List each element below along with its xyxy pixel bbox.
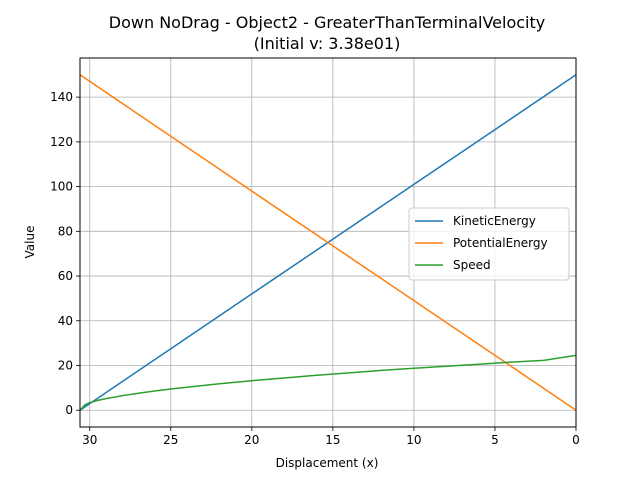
ticks: 30 25 20 15 10 5 0 0 20 40 60 80 100 120 140: [50, 90, 580, 447]
x-tick-label: 15: [325, 433, 340, 447]
x-tick-label: 10: [406, 433, 421, 447]
y-tick-label: 60: [58, 269, 73, 283]
y-tick-label: 20: [58, 359, 73, 373]
legend-label: KineticEnergy: [453, 214, 536, 228]
y-axis-label: Value: [23, 226, 37, 259]
series-line-kinetic-energy: [79, 74, 577, 411]
legend-box: [408, 207, 570, 281]
y-tick-label: 120: [50, 135, 73, 149]
y-tick-label: 80: [58, 224, 73, 238]
x-tick-label: 25: [163, 433, 178, 447]
x-axis-label: Displacement (x): [276, 456, 379, 470]
y-tick-label: 140: [50, 90, 73, 104]
chart-subtitle: (Initial v: 3.38e01): [254, 34, 401, 53]
chart-title: Down NoDrag - Object2 - GreaterThanTermi…: [109, 13, 545, 32]
y-tick-label: 40: [58, 314, 73, 328]
plot-frame: [79, 57, 577, 428]
x-tick-label: 30: [82, 433, 97, 447]
x-tick-label: 5: [491, 433, 499, 447]
legend: KineticEnergy PotentialEnergy Speed: [408, 207, 570, 281]
x-tick-label: 20: [244, 433, 259, 447]
legend-label: Speed: [453, 258, 491, 272]
x-tick-label: 0: [572, 433, 580, 447]
series-lines: [79, 74, 577, 411]
series-line-potential-energy: [79, 74, 577, 411]
y-tick-label: 0: [65, 403, 73, 417]
series-line-speed: [79, 354, 577, 411]
legend-label: PotentialEnergy: [453, 236, 548, 250]
y-tick-label: 100: [50, 180, 73, 194]
